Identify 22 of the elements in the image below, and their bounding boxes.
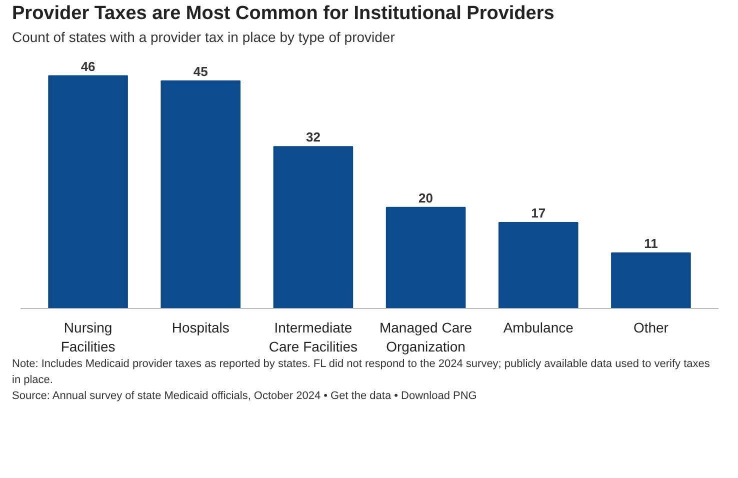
source-note: Source: Annual survey of state Medicaid officials, October 2024 • Get the data • Download PNG xyxy=(12,388,477,404)
data-label: 46 xyxy=(80,58,96,74)
bar xyxy=(273,146,354,309)
x-tick-label: Intermediate Care Facilities xyxy=(268,320,358,355)
x-tick-label: Hospitals xyxy=(172,320,230,336)
data-label: 45 xyxy=(193,64,208,79)
chart-subtitle: Count of states with a provider tax in place by type of provider xyxy=(12,28,395,48)
bar xyxy=(48,75,128,309)
x-tick-label: Managed Care Organization xyxy=(379,320,472,355)
bar xyxy=(611,252,691,309)
data-label: 17 xyxy=(531,206,546,221)
x-tick-label: Nursing Facilities xyxy=(60,320,116,355)
data-label: 20 xyxy=(418,190,434,206)
chart-title: Provider Taxes are Most Common for Institutional Providers xyxy=(12,2,554,26)
bar xyxy=(160,80,241,309)
bar xyxy=(386,206,466,309)
x-tick-label: Ambulance xyxy=(503,320,574,336)
bar xyxy=(498,222,578,309)
x-tick-label: Other xyxy=(633,320,669,336)
data-label: 11 xyxy=(644,236,658,251)
data-label: 32 xyxy=(306,130,320,145)
text: Note: Includes Medicaid provider taxes as reported by states. FL did not respond to the 2024 survey; publicly available data used to verify taxes in place. xyxy=(12,357,711,388)
